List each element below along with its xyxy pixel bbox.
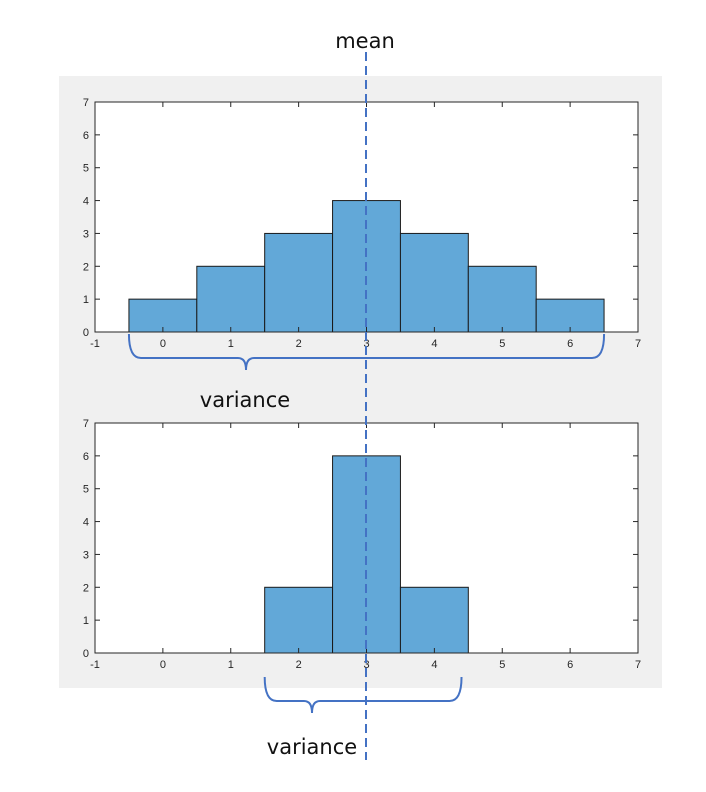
x-tick-label: 0 xyxy=(160,659,166,671)
y-tick-label: 6 xyxy=(83,451,89,463)
x-tick-label: -1 xyxy=(90,659,100,671)
x-tick-label: 1 xyxy=(228,659,234,671)
x-tick-label: 2 xyxy=(296,338,302,350)
x-tick-label: 5 xyxy=(499,338,505,350)
x-tick-label: 6 xyxy=(567,659,573,671)
y-tick-label: 3 xyxy=(83,549,89,561)
x-tick-label: 2 xyxy=(296,659,302,671)
x-tick-label: 3 xyxy=(363,659,369,671)
x-tick-label: 4 xyxy=(431,659,437,671)
x-tick-label: -1 xyxy=(90,338,100,350)
x-tick-label: 7 xyxy=(635,659,641,671)
y-tick-label: 5 xyxy=(83,163,89,175)
y-tick-label: 3 xyxy=(83,228,89,240)
y-tick-label: 7 xyxy=(83,97,89,109)
variance-bracket-bottom xyxy=(263,676,463,714)
variance-bracket-top xyxy=(127,333,606,371)
variance-label-top: variance xyxy=(200,388,290,412)
bar-2 xyxy=(264,586,334,654)
y-tick-label: 5 xyxy=(83,484,89,496)
x-tick-label: 1 xyxy=(228,338,234,350)
variance-label-bottom: variance xyxy=(267,735,357,759)
y-tick-label: 0 xyxy=(83,648,89,660)
y-tick-label: 7 xyxy=(83,418,89,430)
bar-4 xyxy=(399,232,469,333)
y-tick-label: 0 xyxy=(83,327,89,339)
y-tick-label: 4 xyxy=(83,196,89,208)
bar-6 xyxy=(535,298,605,333)
y-tick-label: 6 xyxy=(83,130,89,142)
bar-1 xyxy=(196,265,266,333)
y-tick-label: 2 xyxy=(83,261,89,273)
x-tick-label: 4 xyxy=(431,338,437,350)
y-tick-label: 4 xyxy=(83,517,89,529)
bar-2 xyxy=(264,232,334,333)
x-tick-label: 6 xyxy=(567,338,573,350)
bar-5 xyxy=(467,265,537,333)
bar-4 xyxy=(399,586,469,654)
y-tick-label: 1 xyxy=(83,615,89,627)
bar-3 xyxy=(332,455,401,654)
x-tick-label: 7 xyxy=(635,338,641,350)
y-tick-label: 2 xyxy=(83,582,89,594)
x-tick-label: 3 xyxy=(363,338,369,350)
mean-label: mean xyxy=(335,29,395,53)
x-tick-label: 0 xyxy=(160,338,166,350)
y-tick-label: 1 xyxy=(83,294,89,306)
x-tick-label: 5 xyxy=(499,659,505,671)
